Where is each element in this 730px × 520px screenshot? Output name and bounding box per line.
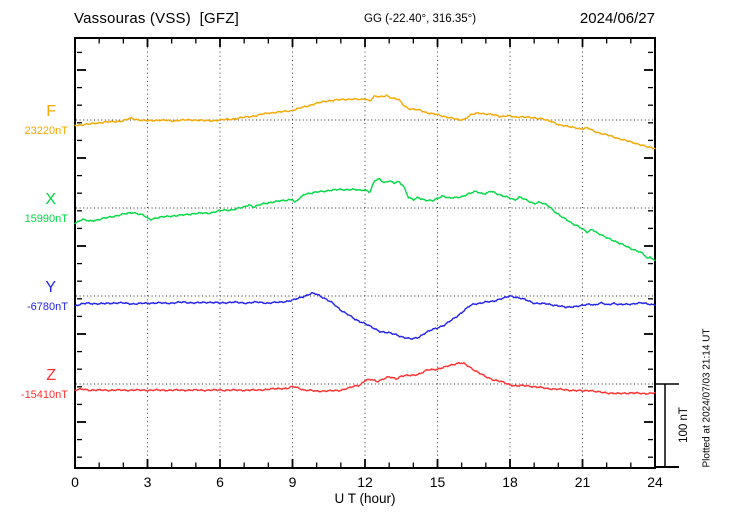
trace-z xyxy=(74,362,656,395)
x-tick-label: 21 xyxy=(575,474,591,490)
plotted-timestamp-note: Plotted at 2024/07/03 21:14 UT xyxy=(701,328,713,468)
geo-coords-label: GG (-22.40°, 316.35°) xyxy=(364,13,477,25)
xaxis-title: U T (hour) xyxy=(334,491,396,506)
trace-x xyxy=(74,177,656,262)
x-tick-label: 9 xyxy=(289,474,297,490)
plot-border xyxy=(74,37,656,469)
x-tick-label: 3 xyxy=(144,474,152,490)
x-tick-label: 15 xyxy=(430,474,446,490)
scale-bar-label: 100 nT xyxy=(678,407,690,443)
station-title: Vassouras (VSS) [GFZ] xyxy=(74,10,239,27)
channel-f-label: F xyxy=(46,103,56,120)
channel-z-baseline-value: -15410nT xyxy=(20,389,68,401)
x-tick-label: 12 xyxy=(357,474,373,490)
x-tick-label: 0 xyxy=(71,474,79,490)
x-tick-label: 24 xyxy=(647,474,663,490)
channel-y-label: Y xyxy=(45,279,56,296)
trace-f xyxy=(74,94,656,150)
channel-y-baseline-value: -6780nT xyxy=(27,301,68,313)
channel-x-baseline-value: 15990nT xyxy=(24,213,68,225)
x-tick-label: 18 xyxy=(502,474,518,490)
x-tick-label: 6 xyxy=(216,474,224,490)
channel-x-label: X xyxy=(45,191,56,208)
channel-f-baseline-value: 23220nT xyxy=(24,125,68,137)
trace-y xyxy=(74,291,656,340)
plot-date: 2024/06/27 xyxy=(579,10,655,27)
channel-z-label: Z xyxy=(46,367,56,384)
